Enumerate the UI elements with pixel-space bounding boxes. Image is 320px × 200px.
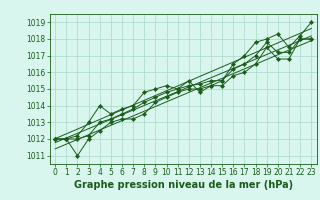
X-axis label: Graphe pression niveau de la mer (hPa): Graphe pression niveau de la mer (hPa) — [74, 180, 293, 190]
